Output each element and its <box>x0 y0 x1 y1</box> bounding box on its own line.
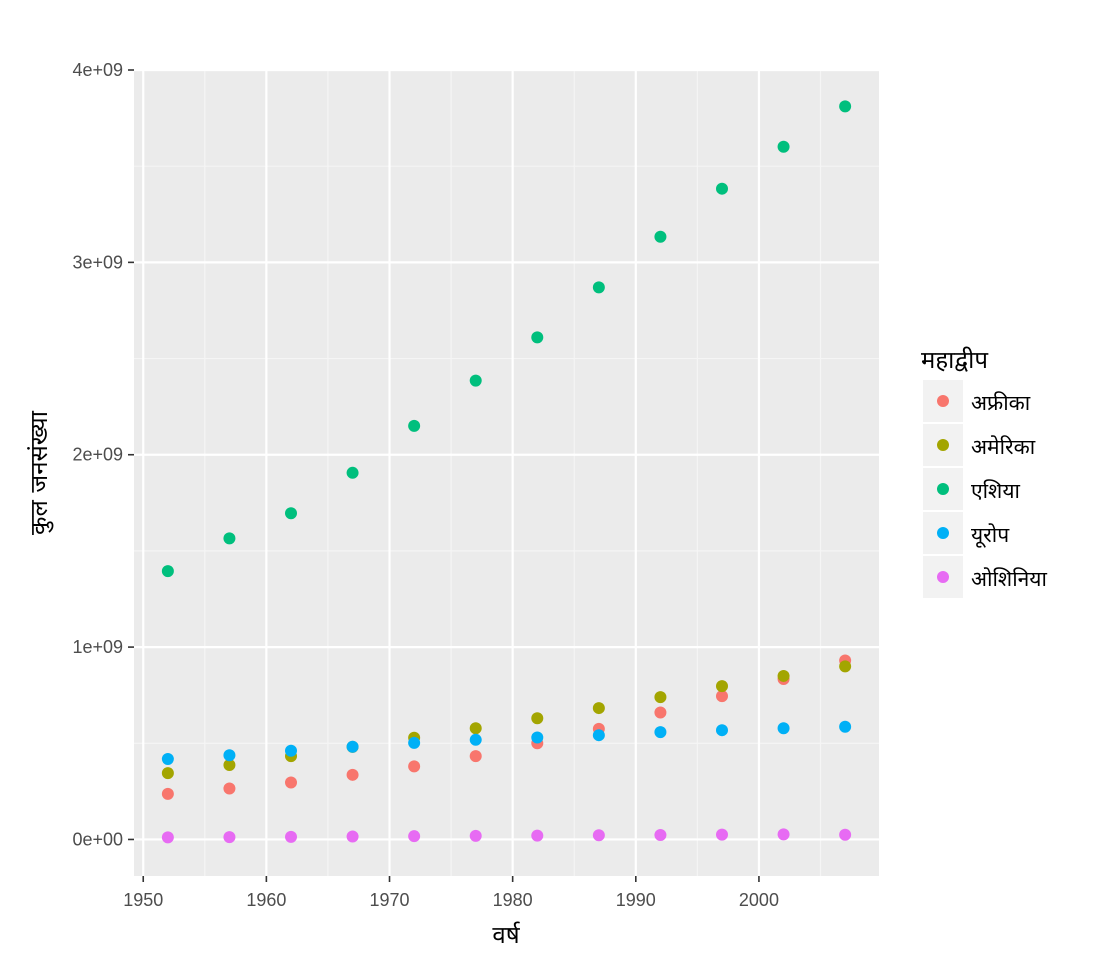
data-points <box>161 100 852 844</box>
x-tick-label: 1990 <box>616 890 656 910</box>
data-point <box>223 532 236 545</box>
data-point <box>223 759 236 772</box>
data-point <box>715 724 728 737</box>
data-point <box>777 722 790 735</box>
data-point <box>223 831 236 844</box>
data-point <box>161 767 174 780</box>
legend-item: ओशिनिया <box>923 556 1047 598</box>
legend-item: अफ्रीका <box>923 380 1031 422</box>
x-tick-label: 1960 <box>246 890 286 910</box>
data-point <box>161 753 174 766</box>
data-point <box>777 828 790 841</box>
data-point <box>469 374 482 387</box>
data-point <box>285 507 298 520</box>
data-point <box>346 740 359 753</box>
data-point <box>346 830 359 843</box>
data-point <box>654 726 667 739</box>
data-point <box>531 731 544 744</box>
data-point <box>531 712 544 725</box>
legend-label: अफ्रीका <box>971 391 1031 415</box>
legend-key-point <box>937 483 949 495</box>
legend-key-point <box>937 395 949 407</box>
data-point <box>469 829 482 842</box>
data-point <box>346 768 359 781</box>
x-tick-label: 1970 <box>369 890 409 910</box>
y-tick-label: 3e+09 <box>72 252 123 272</box>
legend-key-point <box>937 527 949 539</box>
data-point <box>592 729 605 742</box>
data-point <box>161 787 174 800</box>
legend-item: अमेरिका <box>923 424 1036 466</box>
data-point <box>839 100 852 113</box>
data-point <box>592 281 605 294</box>
data-point <box>839 660 852 673</box>
y-tick-labels: 0e+00 1e+09 2e+09 3e+09 4e+09 <box>72 60 123 849</box>
data-point <box>161 831 174 844</box>
legend-label: ओशिनिया <box>971 567 1047 591</box>
data-point <box>469 733 482 746</box>
data-point <box>592 829 605 842</box>
legend: अफ्रीका अमेरिका एशिया यूरोप ओशिनिया <box>923 380 1047 598</box>
data-point <box>839 720 852 733</box>
y-tick-label: 4e+09 <box>72 60 123 80</box>
data-point <box>592 702 605 715</box>
data-point <box>346 466 359 479</box>
x-tick-label: 1980 <box>493 890 533 910</box>
legend-label: यूरोप <box>971 523 1010 548</box>
data-point <box>777 669 790 682</box>
data-point <box>408 736 421 749</box>
legend-item: एशिया <box>923 468 1021 510</box>
legend-label: अमेरिका <box>971 435 1036 459</box>
data-point <box>469 722 482 735</box>
x-tick-label: 2000 <box>739 890 779 910</box>
data-point <box>777 140 790 153</box>
data-point <box>285 744 298 757</box>
data-point <box>469 750 482 763</box>
x-tick-labels: 1950 1960 1970 1980 1990 2000 <box>123 890 779 910</box>
data-point <box>285 830 298 843</box>
legend-title: महाद्वीप <box>921 346 988 374</box>
legend-key-point <box>937 571 949 583</box>
data-point <box>408 830 421 843</box>
y-tick-label: 0e+00 <box>72 829 123 849</box>
data-point <box>654 691 667 704</box>
axis-ticks <box>128 69 760 882</box>
data-point <box>839 828 852 841</box>
data-point <box>715 828 728 841</box>
legend-item: यूरोप <box>923 512 1010 554</box>
y-tick-label: 1e+09 <box>72 637 123 657</box>
data-point <box>223 749 236 762</box>
plot-panel <box>134 70 879 876</box>
data-point <box>654 230 667 243</box>
major-gridlines <box>134 68 879 876</box>
data-point <box>531 829 544 842</box>
minor-gridlines <box>134 70 879 876</box>
series-points <box>161 100 852 578</box>
data-point <box>715 690 728 703</box>
data-point <box>161 565 174 578</box>
data-point <box>408 760 421 773</box>
data-point <box>223 782 236 795</box>
y-axis-title: कुल जनसंख्या <box>25 410 54 535</box>
legend-label: एशिया <box>971 479 1021 503</box>
data-point <box>531 331 544 344</box>
series-points <box>161 720 852 766</box>
data-point <box>715 680 728 693</box>
y-tick-label: 2e+09 <box>72 445 123 465</box>
data-point <box>408 419 421 432</box>
x-tick-label: 1950 <box>123 890 163 910</box>
series-points <box>161 828 852 844</box>
data-point <box>654 706 667 719</box>
legend-key-point <box>937 439 949 451</box>
data-point <box>285 776 298 789</box>
data-point <box>654 828 667 841</box>
data-point <box>715 182 728 195</box>
x-axis-title: वर्ष <box>492 921 520 949</box>
